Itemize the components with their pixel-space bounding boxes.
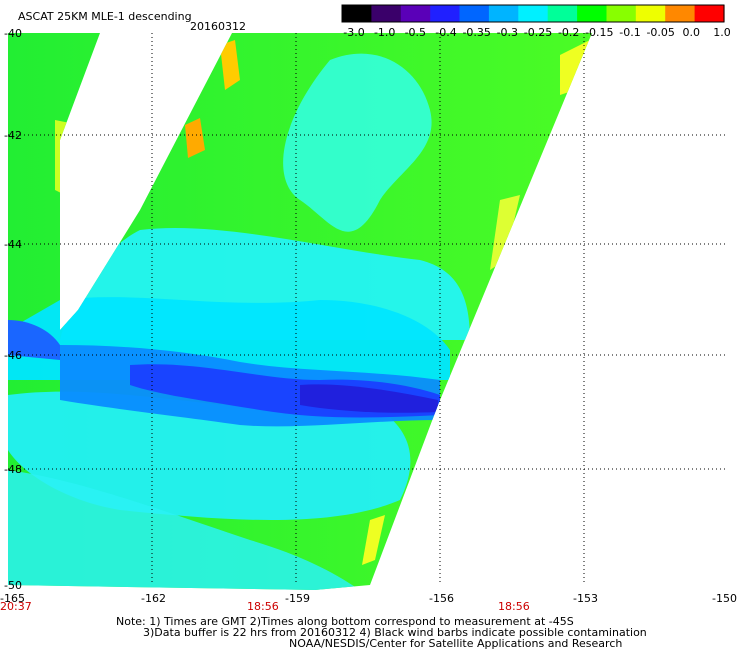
colorbar-swatch	[342, 5, 372, 22]
lon-label: -153	[573, 592, 598, 605]
lat-label: -50	[4, 579, 22, 592]
colorbar-swatch	[459, 5, 490, 22]
colorbar: -3.0 -1.0 -0.5 -0.4 -0.35 -0.3 -0.25 -0.2 -0.15-…	[341, 4, 731, 39]
lat-label: -46	[4, 349, 22, 362]
lat-gridlines	[8, 134, 728, 470]
colorbar-swatch	[430, 5, 461, 22]
lat-labels: -40 -42 -44 -46 -48 -50	[4, 27, 22, 592]
colorbar-label: -0.2	[558, 26, 579, 39]
colorbar-label: 0.0	[683, 26, 701, 39]
time-label: 20:37	[0, 600, 32, 613]
lon-label: -165	[0, 592, 25, 605]
colorbar-label: -0.5	[405, 26, 426, 39]
lon-label: -150	[712, 592, 737, 605]
time-label: 18:56	[247, 600, 279, 613]
lon-gridlines	[151, 33, 585, 585]
colorbar-swatch	[488, 5, 519, 22]
colorbar-label: -1.0	[374, 26, 395, 39]
colorbar-label: -0.1	[619, 26, 640, 39]
lon-labels: -165 -162 -159 -156 -153 -150	[0, 592, 737, 605]
lon-label: -162	[141, 592, 166, 605]
colorbar-label: -0.15	[585, 26, 613, 39]
time-labels: 20:37 18:56 18:56	[0, 600, 530, 613]
lat-label: -42	[4, 129, 22, 142]
map-title: ASCAT 25KM MLE-1 descending	[18, 10, 192, 23]
colorbar-swatch	[635, 5, 666, 22]
note-line-3: NOAA/NESDIS/Center for Satellite Applica…	[289, 637, 622, 650]
lat-label: -40	[4, 27, 22, 40]
colorbar-swatch	[665, 5, 696, 22]
colorbar-label: -3.0	[343, 26, 364, 39]
colorbar-swatch	[400, 5, 431, 22]
colorbar-label: -0.05	[646, 26, 674, 39]
map-date: 20160312	[190, 20, 246, 33]
colorbar-swatch	[518, 5, 549, 22]
colorbar-frame	[341, 4, 725, 23]
colorbar-label: -0.35	[462, 26, 490, 39]
note-line-2: 3)Data buffer is 22 hrs from 20160312 4)…	[143, 626, 647, 639]
colorbar-label: -0.25	[524, 26, 552, 39]
time-label: 18:56	[498, 600, 530, 613]
colorbar-label: 1.0	[713, 26, 731, 39]
colorbar-swatch	[694, 5, 725, 22]
note-line-1: Note: 1) Times are GMT 2)Times along bot…	[116, 615, 574, 628]
lat-label: -48	[4, 463, 22, 476]
lat-label: -44	[4, 238, 22, 251]
lon-label: -156	[429, 592, 454, 605]
colorbar-swatch	[606, 5, 637, 22]
colorbar-swatch	[577, 5, 608, 22]
colorbar-swatch	[371, 5, 402, 22]
colorbar-label: -0.4	[435, 26, 456, 39]
lon-label: -159	[285, 592, 310, 605]
colorbar-label: -0.3	[497, 26, 518, 39]
colorbar-swatch	[547, 5, 578, 22]
